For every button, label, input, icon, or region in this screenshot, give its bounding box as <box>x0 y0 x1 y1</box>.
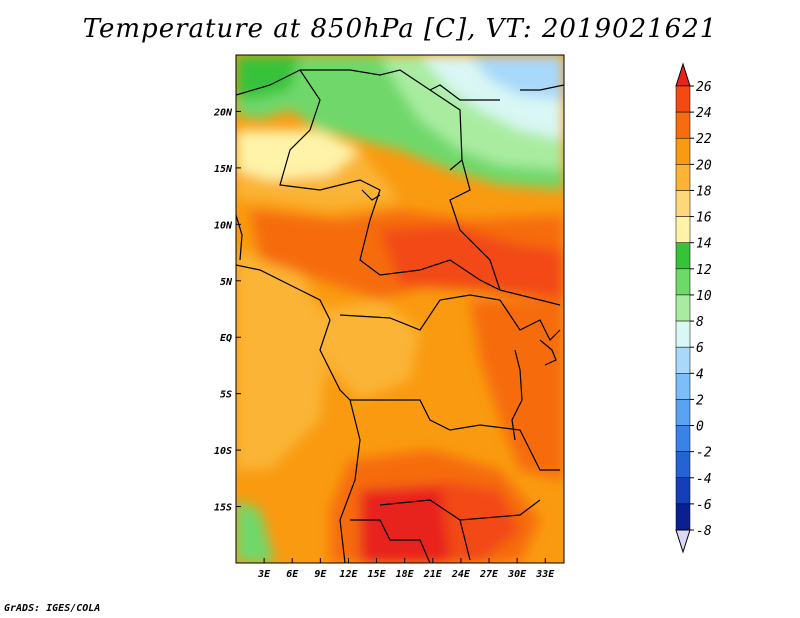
lon-tick-label: 27E <box>479 569 499 580</box>
lon-tick-label: 18E <box>396 569 415 580</box>
lon-tick-label: 9E <box>314 569 327 580</box>
lat-tick-label: 15S <box>214 503 232 514</box>
lat-tick-label: EQ <box>220 333 232 344</box>
field-sw-10 <box>236 500 275 563</box>
temperature-field <box>236 55 564 563</box>
lon-axis: 3E 6E 9E 12E 15E 18E 21E 24E 27E 30E 33E <box>257 558 555 580</box>
colorbar-label: 4 <box>696 367 704 382</box>
colorbar-label: -8 <box>696 524 712 539</box>
field-ne-4 <box>470 55 564 100</box>
field-congo-18 <box>320 300 420 400</box>
colorbar-label: 2 <box>696 393 704 408</box>
lon-tick-label: 15E <box>368 569 387 580</box>
colorbar-swatch <box>675 268 691 296</box>
colorbar-top-arrow <box>675 62 691 87</box>
field-east-22 <box>470 300 564 480</box>
colorbar-swatch <box>675 190 691 217</box>
field-sahel-14 <box>236 130 360 180</box>
lon-tick-label: 24E <box>451 569 471 580</box>
country-borders <box>236 69 564 563</box>
field-south-24 <box>440 480 520 563</box>
colorbar-swatch <box>675 425 691 452</box>
colorbar-swatch <box>675 242 691 270</box>
lat-tick-label: 5N <box>220 277 233 288</box>
colorbar-swatch <box>675 164 691 191</box>
colorbar-swatch <box>675 373 691 400</box>
colorbar-label: 26 <box>696 80 712 95</box>
lon-tick-label: 12E <box>339 569 358 580</box>
map-frame <box>235 54 565 564</box>
field-north-24 <box>380 225 564 300</box>
colorbar-swatch <box>675 137 691 165</box>
colorbar-label: -2 <box>696 446 712 461</box>
colorbar-label: 12 <box>696 263 712 278</box>
colorbar-label: 10 <box>696 289 712 304</box>
map-title: Temperature at 850hPa [C], VT: 201902162… <box>82 14 718 44</box>
credit-label: GrADS: IGES/COLA <box>4 603 101 614</box>
colorbar-label: 18 <box>696 184 712 199</box>
colorbar-swatch <box>675 85 691 113</box>
colorbar-swatch <box>675 111 691 139</box>
lon-tick-label: 30E <box>507 569 527 580</box>
colorbar-label: 8 <box>696 315 704 330</box>
colorbar-label: 22 <box>696 132 712 147</box>
colorbar-swatch <box>675 477 691 505</box>
colorbar-swatch <box>675 216 691 243</box>
lon-tick-label: 33E <box>535 569 555 580</box>
colorbar-swatch <box>675 294 691 322</box>
colorbar-label: 6 <box>696 341 704 356</box>
colorbar-swatch <box>675 346 691 374</box>
lat-tick-label: 20N <box>213 107 233 118</box>
lat-tick-label: 10N <box>214 220 233 231</box>
colorbar-swatch <box>675 451 691 479</box>
lon-tick-label: 21E <box>423 569 443 580</box>
colorbar-label: 14 <box>696 237 712 252</box>
colorbar-swatch <box>675 503 691 531</box>
lat-tick-label: 15N <box>214 164 233 175</box>
lon-tick-label: 6E <box>286 569 299 580</box>
colorbar-label: 20 <box>696 158 712 173</box>
lon-tick-label: 3E <box>257 569 271 580</box>
lat-tick-label: 10S <box>214 446 232 457</box>
colorbar-label: 16 <box>696 211 712 226</box>
field-west-18 <box>236 250 330 470</box>
colorbar-swatch <box>675 320 691 348</box>
field-nw-12 <box>236 55 300 100</box>
lat-tick-label: 5S <box>220 390 232 401</box>
colorbar-swatch <box>675 399 691 426</box>
colorbar-label: -4 <box>696 472 712 487</box>
colorbar-label: 24 <box>696 106 712 121</box>
colorbar-label: 0 <box>696 420 704 435</box>
colorbar-label: -6 <box>696 498 712 513</box>
lat-axis: 20N 15N 10N 5N EQ 5S 10S 15S <box>213 107 241 514</box>
colorbar-bottom-arrow <box>675 529 691 554</box>
